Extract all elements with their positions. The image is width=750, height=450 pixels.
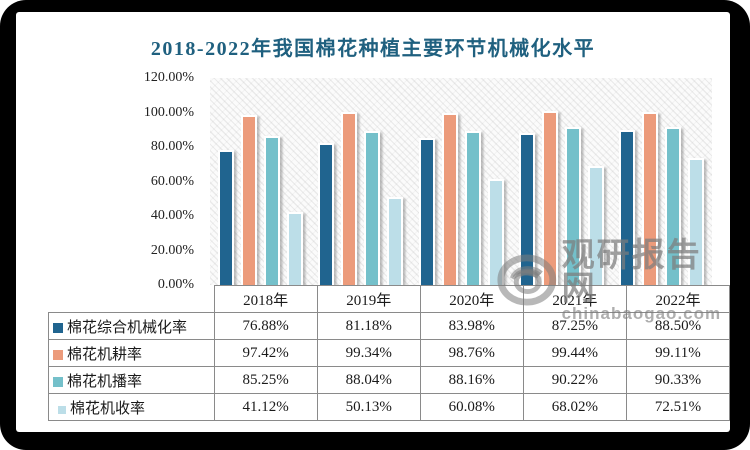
table-value-cell: 81.18%: [316, 312, 421, 340]
table-value-cell: 99.44%: [522, 339, 627, 367]
table-row: 棉花机播率 85.25% 88.04% 88.16% 90.22% 90.33%: [48, 366, 731, 394]
y-tick-label: 120.00%: [143, 70, 194, 85]
bar-棉花综合机械化率: [619, 130, 636, 285]
table-header-cell: 2018年: [213, 285, 318, 313]
table-header-cell: 2021年: [522, 285, 627, 313]
bar-棉花综合机械化率: [418, 138, 435, 285]
bar-group-2019年: [310, 78, 410, 285]
table-header-cell: 2019年: [316, 285, 421, 313]
table-value-cell: 60.08%: [419, 393, 524, 421]
chart-title: 2018-2022年我国棉花种植主要环节机械化水平: [150, 38, 596, 60]
table-value-cell: 98.76%: [419, 339, 524, 367]
table-row-label: 棉花机播率: [48, 366, 215, 394]
table-value-cell: 90.33%: [625, 366, 731, 394]
bar-棉花机播率: [263, 135, 280, 285]
table-value-cell: 72.51%: [625, 393, 731, 421]
table-corner-cell: [49, 286, 215, 313]
y-tick-label: 80.00%: [150, 139, 194, 154]
bar-棉花机耕率: [541, 111, 558, 285]
bar-棉花机播率: [564, 127, 581, 285]
bar-groups: [210, 78, 712, 285]
table-value-cell: 88.04%: [316, 366, 421, 394]
bar-棉花机播率: [464, 130, 481, 285]
table-row-label: 棉花机耕率: [48, 339, 215, 367]
bar-棉花机耕率: [441, 112, 458, 285]
bar-group-2020年: [411, 78, 511, 285]
table-value-cell: 99.11%: [625, 339, 731, 367]
table-row-label: 棉花综合机械化率: [48, 312, 215, 340]
y-tick-label: 40.00%: [150, 208, 194, 223]
bar-棉花综合机械化率: [318, 142, 335, 285]
table-value-cell: 90.22%: [522, 366, 627, 394]
table-value-cell: 83.98%: [419, 312, 524, 340]
legend-marker-icon: [53, 322, 63, 333]
table-value-cell: 97.42%: [213, 339, 318, 367]
table-value-cell: 41.12%: [213, 393, 318, 421]
table-value-cell: 99.34%: [316, 339, 421, 367]
bar-棉花机播率: [665, 127, 682, 285]
table-header-cell: 2020年: [419, 285, 524, 313]
bar-棉花机收率: [587, 165, 604, 285]
bar-棉花机收率: [387, 196, 404, 285]
bar-棉花机收率: [487, 179, 504, 285]
bar-棉花机播率: [364, 131, 381, 285]
table-value-cell: 50.13%: [316, 393, 421, 421]
data-table: 2018年 2019年 2020年 2021年 2022年 棉花综合机械化率 76.88% 8…: [48, 285, 731, 421]
chart-card: 2018-2022年我国棉花种植主要环节机械化水平 120.00% 100.00%…: [16, 12, 731, 432]
table-value-cell: 88.16%: [419, 366, 524, 394]
table-value-cell: 85.25%: [213, 366, 318, 394]
table-value-cell: 88.50%: [625, 312, 731, 340]
table-header-cell: 2022年: [625, 285, 731, 313]
table-row: 棉花机收率 41.12% 50.13% 60.08% 68.02% 72.51%: [48, 393, 731, 421]
bar-棉花机耕率: [642, 112, 659, 285]
bar-棉花综合机械化率: [518, 132, 535, 285]
table-value-cell: 76.88%: [213, 312, 318, 340]
legend-marker-icon: [58, 405, 66, 414]
plot-area: [210, 78, 712, 285]
table-row: 棉花综合机械化率 76.88% 81.18% 83.98% 87.25% 88.50%: [48, 312, 731, 340]
bar-棉花机收率: [688, 157, 705, 285]
bar-棉花机收率: [286, 212, 303, 285]
bar-group-2018年: [210, 78, 310, 285]
table-value-cell: 68.02%: [522, 393, 627, 421]
bar-group-2022年: [612, 78, 712, 285]
table-row: 棉花机耕率 97.42% 99.34% 98.76% 99.44% 99.11%: [48, 339, 731, 367]
bar-棉花机耕率: [240, 114, 257, 285]
legend-marker-icon: [53, 349, 63, 360]
y-tick-label: 20.00%: [150, 242, 194, 258]
bar-棉花机耕率: [341, 111, 358, 285]
table-value-cell: 87.25%: [522, 312, 627, 340]
y-tick-label: 60.00%: [150, 173, 194, 189]
y-tick-label: 100.00%: [143, 104, 194, 120]
table-row-label: 棉花机收率: [48, 393, 215, 421]
legend-marker-icon: [53, 376, 63, 387]
bar-棉花综合机械化率: [217, 150, 234, 285]
bar-group-2021年: [511, 78, 611, 285]
